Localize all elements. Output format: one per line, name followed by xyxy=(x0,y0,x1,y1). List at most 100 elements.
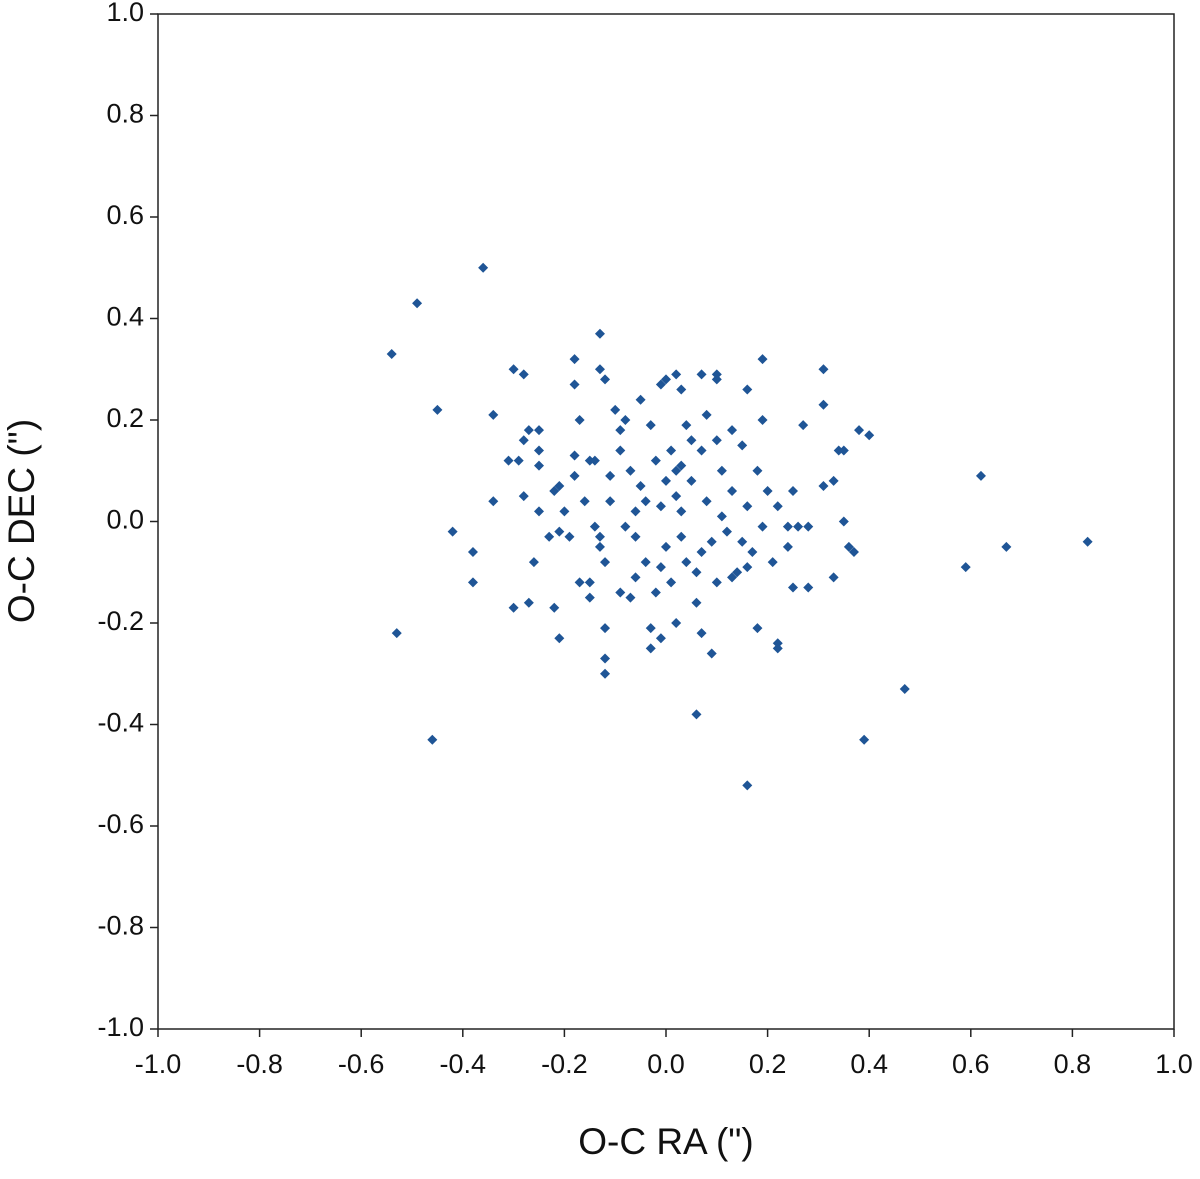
point xyxy=(625,592,636,603)
point xyxy=(798,420,809,431)
point xyxy=(711,369,722,380)
point xyxy=(589,455,600,466)
point xyxy=(467,577,478,588)
point xyxy=(630,531,641,542)
point xyxy=(711,435,722,446)
point xyxy=(549,602,560,613)
point xyxy=(569,450,580,461)
point xyxy=(975,470,986,481)
point xyxy=(594,541,605,552)
point xyxy=(661,541,671,552)
point xyxy=(671,618,682,628)
point xyxy=(559,506,570,517)
point xyxy=(864,430,875,441)
point xyxy=(752,623,763,634)
point xyxy=(732,567,743,578)
point xyxy=(742,562,753,573)
point xyxy=(650,455,661,466)
point xyxy=(793,521,804,532)
point xyxy=(432,404,443,415)
point xyxy=(767,557,778,568)
point xyxy=(676,531,687,542)
point xyxy=(661,374,671,385)
point xyxy=(600,668,611,679)
point xyxy=(635,480,646,491)
point xyxy=(615,425,626,436)
point xyxy=(640,557,651,568)
point xyxy=(569,470,580,481)
point xyxy=(727,486,738,497)
point xyxy=(620,415,631,425)
point xyxy=(508,602,519,613)
point xyxy=(594,364,605,375)
point xyxy=(803,582,814,593)
point xyxy=(534,506,544,517)
point xyxy=(691,567,702,578)
point xyxy=(681,420,692,431)
point xyxy=(721,526,732,537)
point xyxy=(523,597,534,608)
point xyxy=(838,516,849,527)
point xyxy=(696,369,707,380)
x-axis-title: O-C RA (") xyxy=(578,1121,754,1162)
point xyxy=(676,460,687,471)
point xyxy=(772,638,783,649)
point xyxy=(513,455,524,466)
point xyxy=(549,486,560,497)
x-tick-label: 0.8 xyxy=(1054,1049,1092,1079)
point xyxy=(534,445,544,456)
point xyxy=(686,475,697,486)
point xyxy=(716,511,727,522)
point xyxy=(706,648,717,659)
y-tick-label: 0.6 xyxy=(106,200,144,230)
y-tick-label: -1.0 xyxy=(97,1012,144,1042)
point xyxy=(828,572,839,583)
y-tick-label: 0.4 xyxy=(106,302,144,332)
point xyxy=(727,425,738,436)
point xyxy=(960,562,971,573)
point xyxy=(655,379,666,390)
point xyxy=(600,557,611,568)
point xyxy=(579,496,590,507)
point xyxy=(508,364,519,375)
y-tick-label: -0.2 xyxy=(97,606,144,636)
point xyxy=(523,425,534,436)
point xyxy=(711,577,722,588)
point xyxy=(838,445,849,456)
point xyxy=(676,384,687,395)
point xyxy=(605,496,616,507)
point xyxy=(574,577,585,588)
point xyxy=(828,475,839,486)
point xyxy=(716,465,727,476)
point xyxy=(412,298,423,309)
point xyxy=(386,349,397,360)
point xyxy=(534,460,544,471)
point xyxy=(747,546,758,557)
point xyxy=(701,496,712,507)
point xyxy=(569,354,580,365)
point xyxy=(478,262,489,273)
point xyxy=(671,369,682,380)
point xyxy=(818,480,829,491)
point xyxy=(818,399,829,410)
point xyxy=(589,521,600,532)
x-tick-label: 0.0 xyxy=(647,1049,685,1079)
y-tick-label: -0.6 xyxy=(97,809,144,839)
x-tick-label: 0.4 xyxy=(850,1049,888,1079)
point xyxy=(528,557,539,568)
y-axis-title: O-C DEC (") xyxy=(1,419,42,623)
point xyxy=(686,435,697,446)
point xyxy=(518,435,529,446)
point xyxy=(640,496,651,507)
point xyxy=(711,374,722,385)
point xyxy=(655,501,666,512)
point xyxy=(467,546,478,557)
point xyxy=(488,409,499,420)
point xyxy=(818,364,829,375)
point xyxy=(782,521,793,532)
point xyxy=(742,384,753,395)
point xyxy=(788,582,798,593)
point xyxy=(564,531,575,542)
point xyxy=(503,455,514,466)
